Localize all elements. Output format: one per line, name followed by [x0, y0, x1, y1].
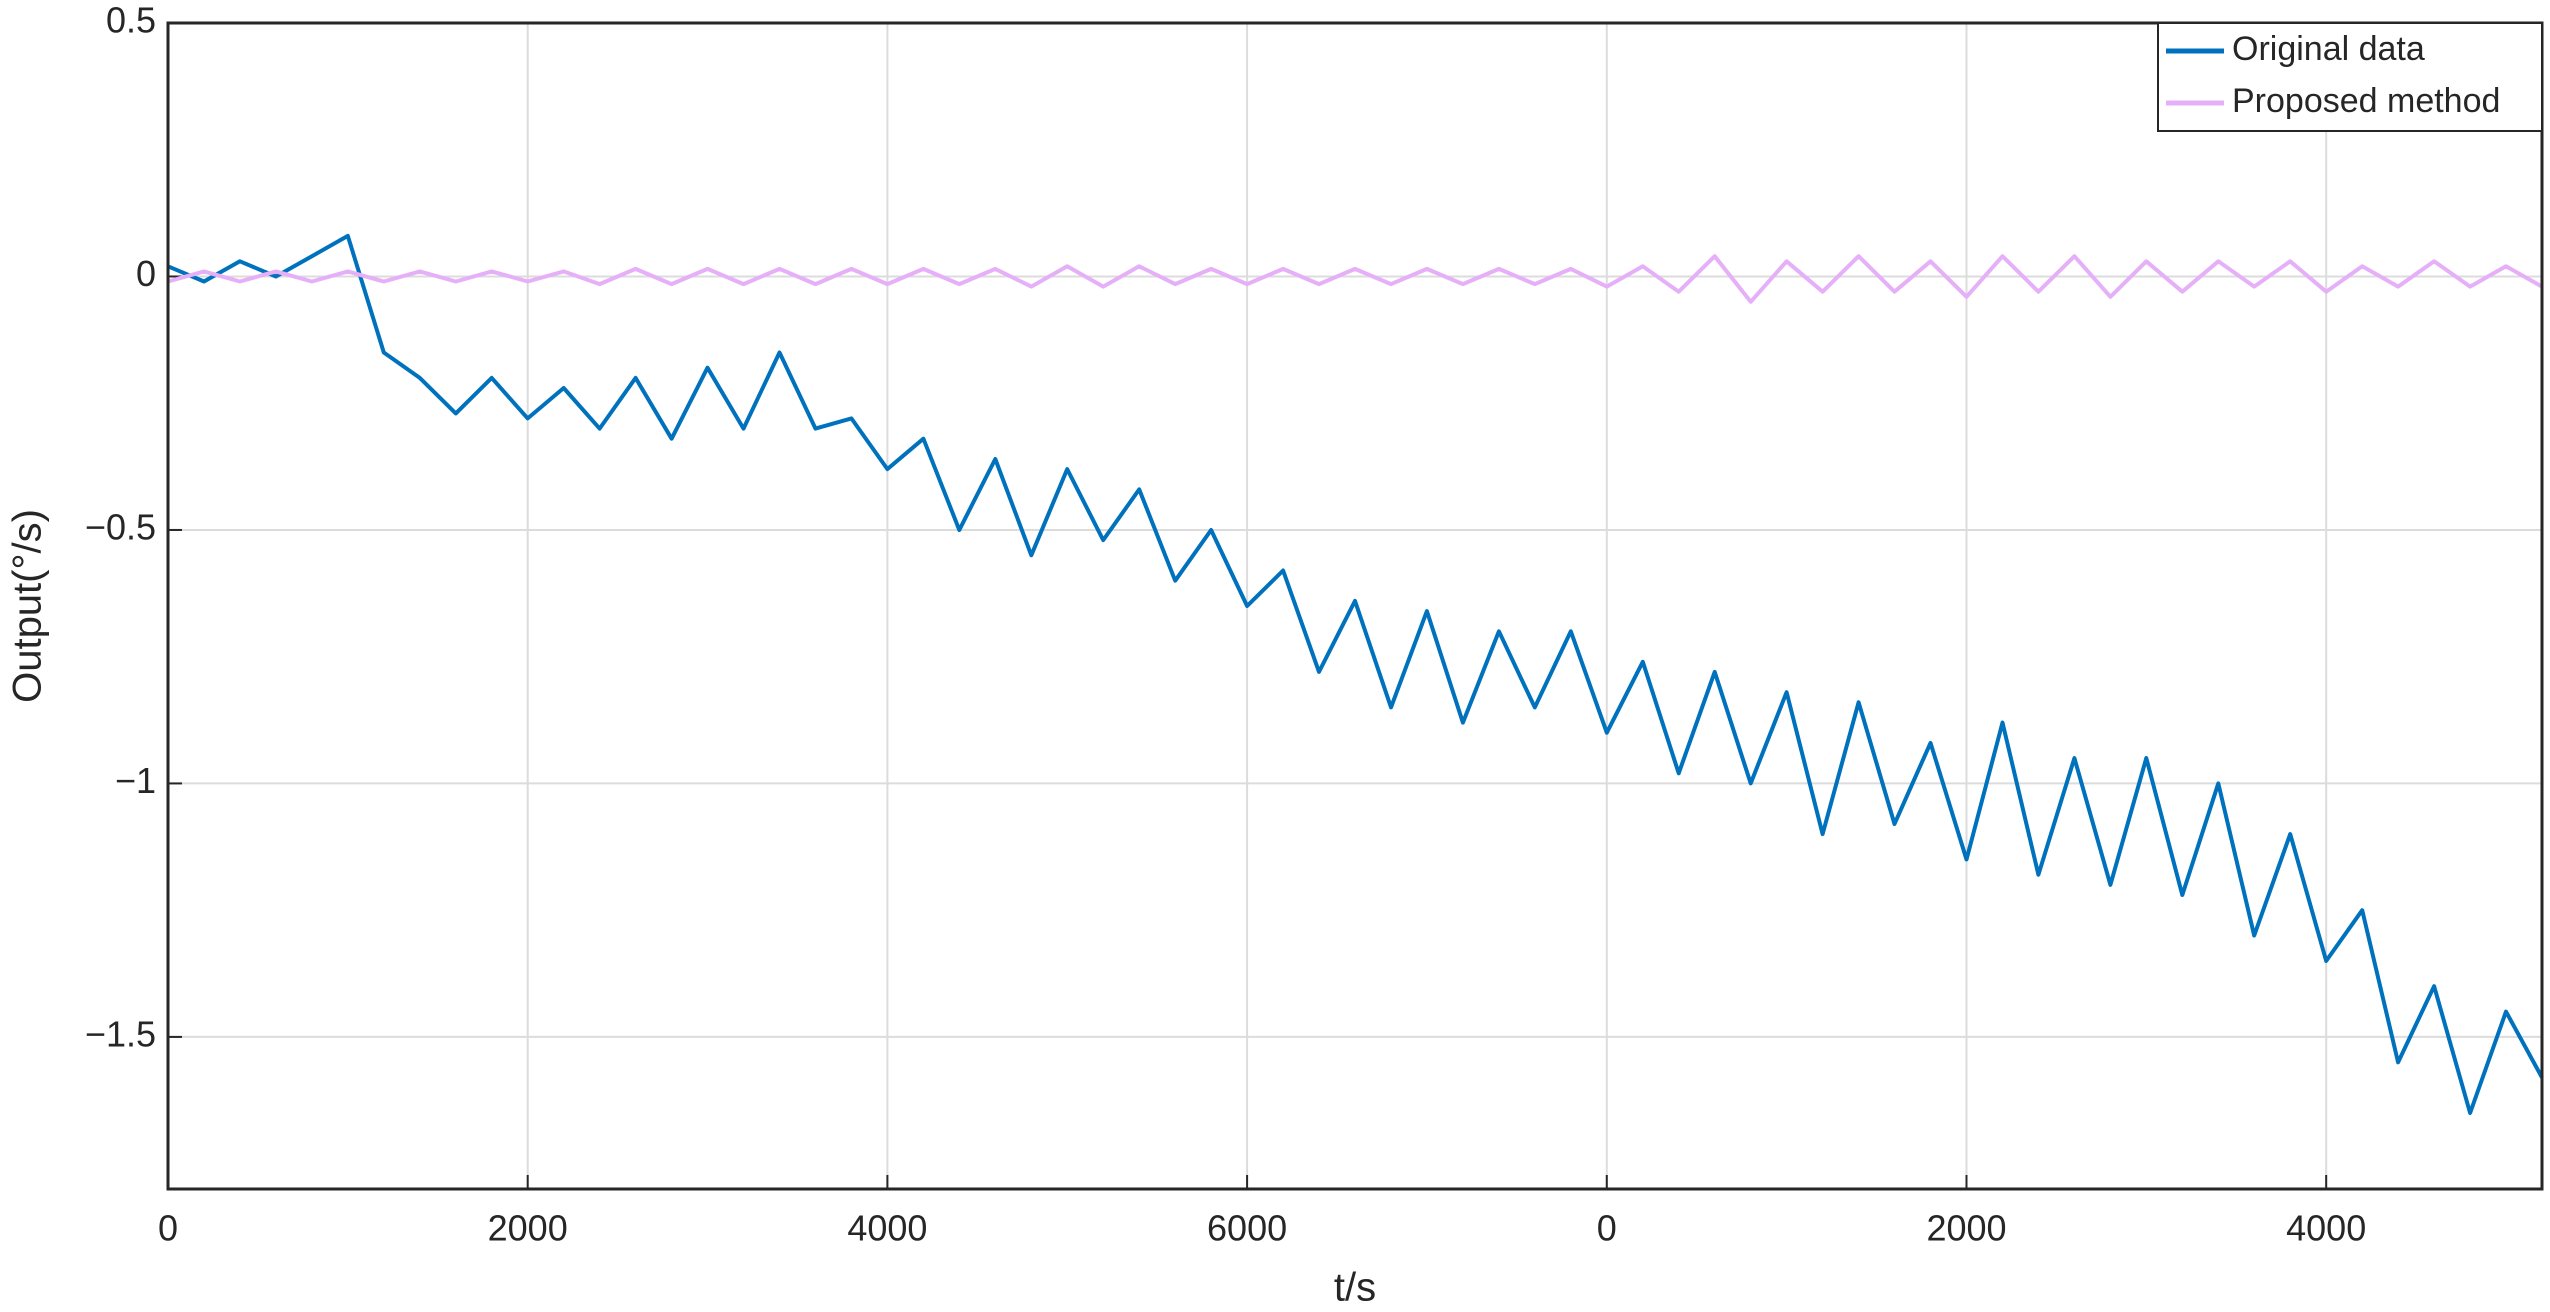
- x-tick-label: 4000: [2286, 1208, 2366, 1249]
- y-tick-label: −1: [115, 760, 156, 801]
- y-tick-label: 0: [136, 253, 156, 294]
- x-tick-label: 6000: [1207, 1208, 1287, 1249]
- legend-label: Proposed method: [2232, 82, 2500, 120]
- legend-box: [2157, 22, 2543, 132]
- y-tick-label: −1.5: [85, 1013, 156, 1054]
- x-tick-label: 2000: [488, 1208, 568, 1249]
- y-tick-label: 0.5: [106, 0, 156, 41]
- x-tick-label: 2000: [1926, 1208, 2006, 1249]
- plot-frame: [166, 21, 2544, 1191]
- x-axis-label: t/s: [1334, 1266, 1376, 1310]
- legend-label: Original data: [2232, 30, 2425, 68]
- data-line: [167, 233, 2544, 1115]
- x-tick-label: 0: [158, 1208, 178, 1249]
- data-line: [167, 254, 2543, 304]
- y-tick-label: −0.5: [85, 506, 156, 547]
- x-tick-label: 0: [1597, 1208, 1617, 1249]
- legend: Original data Proposed method: [2157, 22, 2543, 132]
- x-tick-label: 4000: [847, 1208, 927, 1249]
- y-axis-label: Output(°/s): [6, 509, 50, 703]
